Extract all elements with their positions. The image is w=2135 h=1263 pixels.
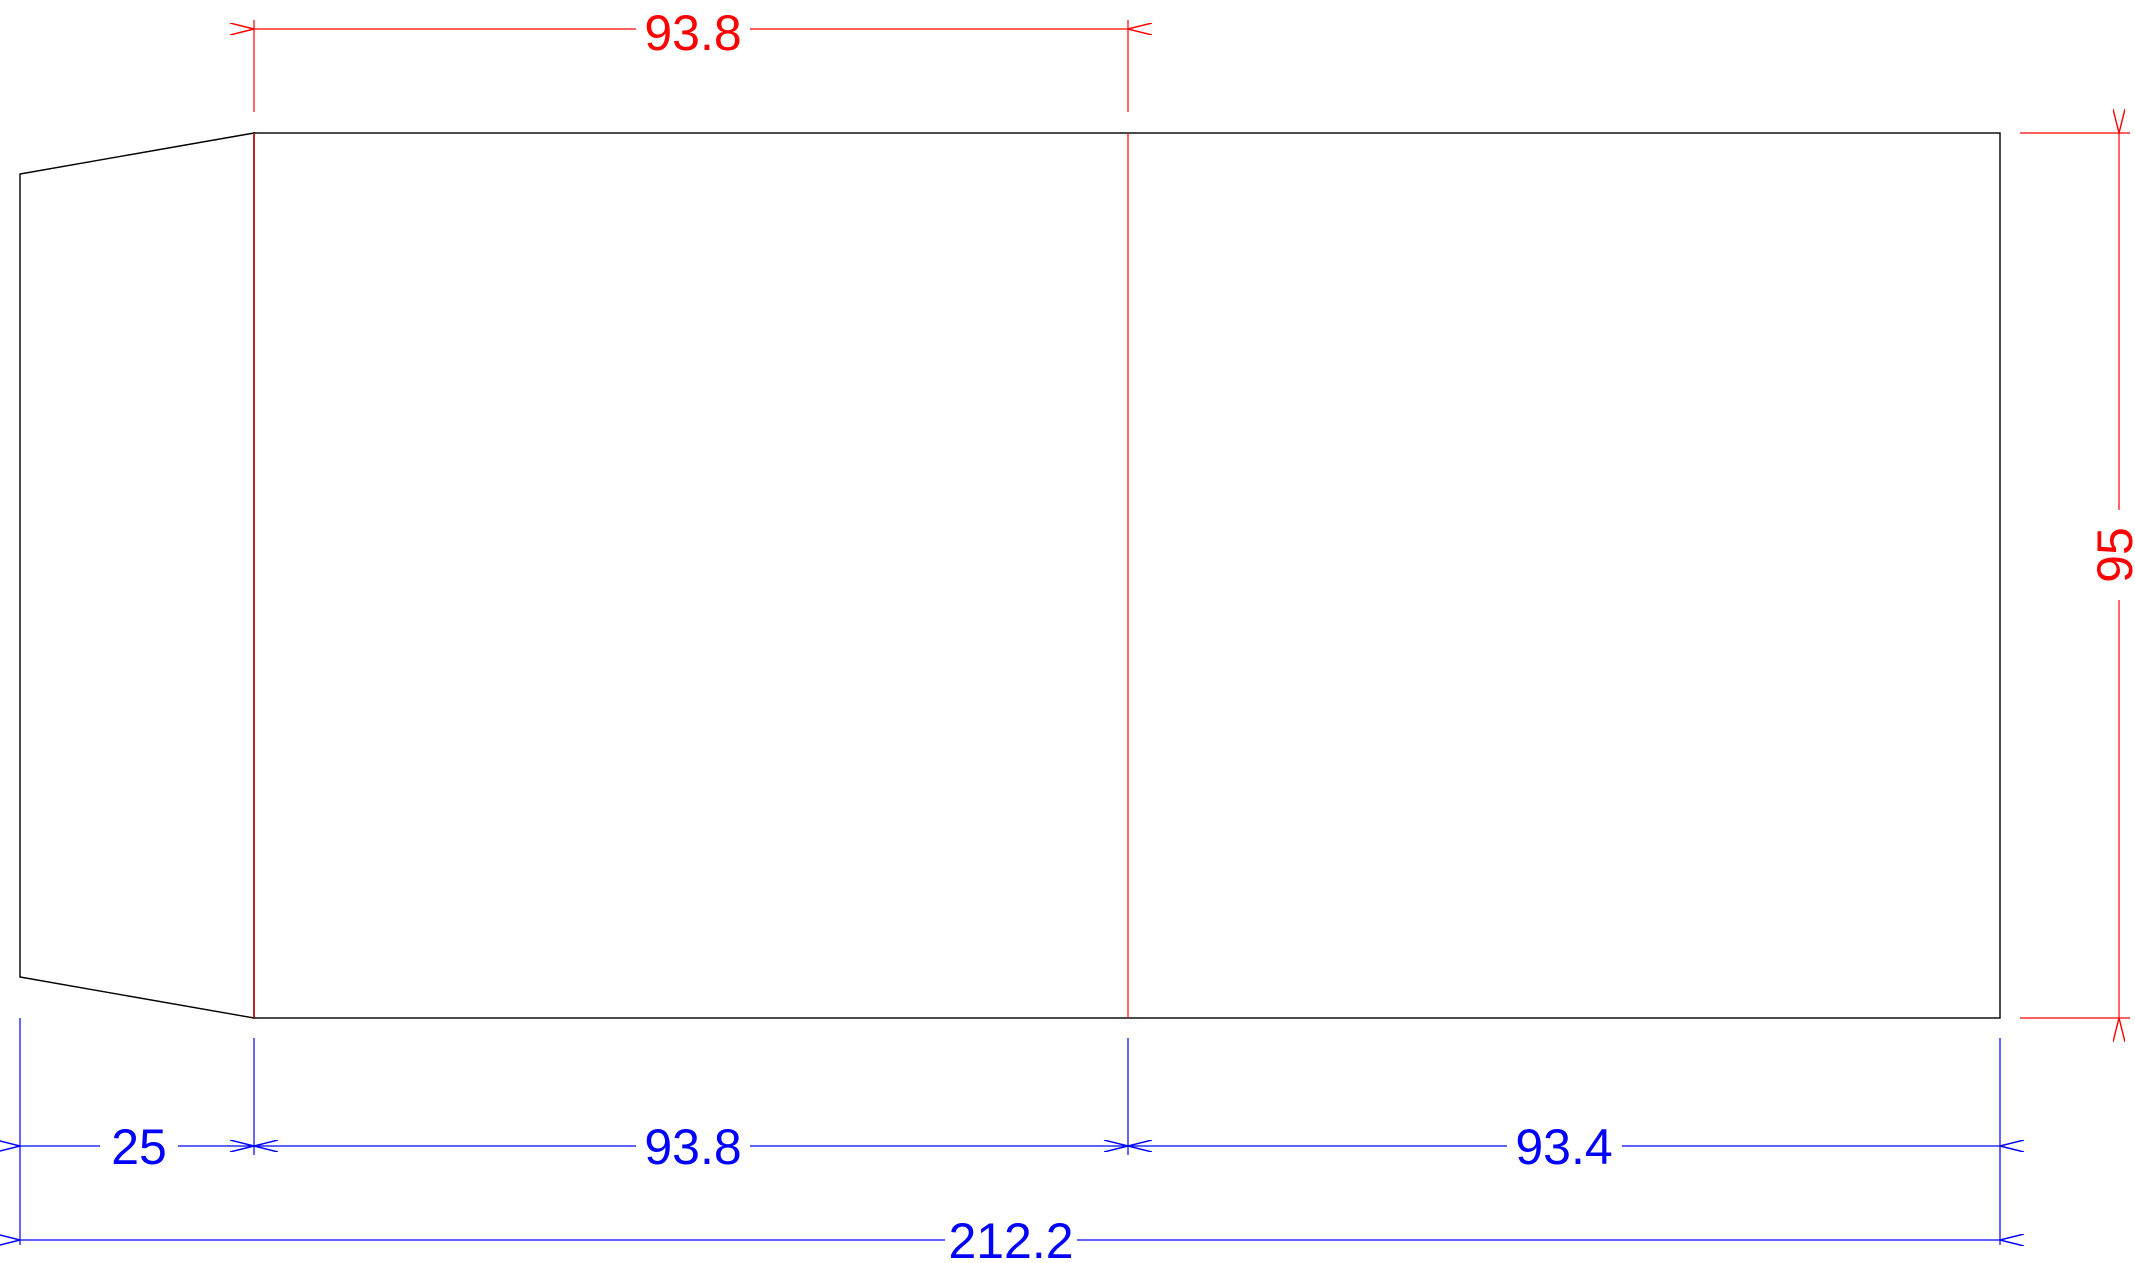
- dimension-height: [2020, 133, 2130, 1018]
- glue-flap-outline: [19, 132, 255, 1019]
- dimension-label-overall-width: 212.2: [948, 1213, 1073, 1263]
- dimension-label-height: 95: [2087, 527, 2135, 583]
- part-outline: [19, 132, 2001, 1019]
- dimension-label-flap-width: 25: [111, 1119, 167, 1175]
- fold-lines: [253, 133, 1129, 1018]
- dimension-label-top-panel-width: 93.8: [644, 5, 741, 61]
- main-panel-outline: [253, 132, 2001, 1019]
- dimension-top-panel-width: [254, 20, 1128, 112]
- bottom-extension-lines: [19, 1018, 2001, 1245]
- dimension-label-middle-panel-width: 93.8: [644, 1119, 741, 1175]
- dimension-label-right-panel-width: 93.4: [1515, 1119, 1612, 1175]
